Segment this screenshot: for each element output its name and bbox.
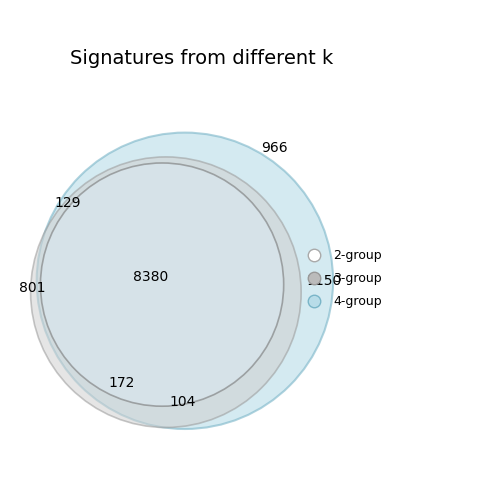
Text: 801: 801 (19, 281, 46, 295)
Text: 172: 172 (109, 376, 135, 391)
Text: 8380: 8380 (133, 270, 168, 284)
Text: 1150: 1150 (306, 274, 342, 288)
Title: Signatures from different k: Signatures from different k (70, 49, 333, 69)
Circle shape (40, 163, 284, 406)
Circle shape (31, 157, 301, 427)
Text: 966: 966 (261, 141, 287, 155)
Text: 129: 129 (54, 196, 81, 210)
Text: 104: 104 (170, 396, 196, 409)
Legend: 2-group, 3-group, 4-group: 2-group, 3-group, 4-group (297, 244, 387, 313)
Circle shape (37, 133, 333, 429)
